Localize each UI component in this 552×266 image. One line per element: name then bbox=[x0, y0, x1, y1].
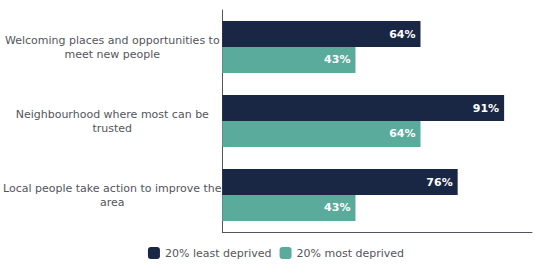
svg-text:meet new people: meet new people bbox=[64, 48, 160, 61]
svg-text:Neighbourhood where most can b: Neighbourhood where most can be bbox=[16, 108, 209, 121]
svg-text:trusted: trusted bbox=[92, 122, 132, 135]
svg-text:area: area bbox=[100, 196, 125, 209]
svg-text:20% most deprived: 20% most deprived bbox=[297, 247, 405, 260]
svg-text:43%: 43% bbox=[324, 201, 350, 214]
svg-text:76%: 76% bbox=[426, 176, 452, 189]
svg-text:Welcoming places and opportuni: Welcoming places and opportunities to bbox=[5, 34, 220, 47]
svg-text:Local people take action to im: Local people take action to improve the bbox=[3, 182, 222, 195]
svg-text:64%: 64% bbox=[389, 28, 415, 41]
svg-text:43%: 43% bbox=[324, 53, 350, 66]
svg-text:64%: 64% bbox=[389, 127, 415, 140]
svg-text:20% least deprived: 20% least deprived bbox=[165, 247, 272, 260]
svg-text:91%: 91% bbox=[473, 102, 499, 115]
